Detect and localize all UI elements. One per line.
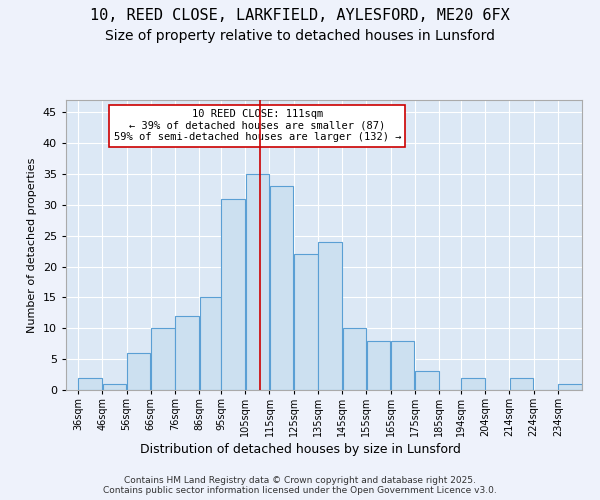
Bar (221, 198, 245, 390)
Bar (200, 298, 221, 390)
Text: 10, REED CLOSE, LARKFIELD, AYLESFORD, ME20 6FX: 10, REED CLOSE, LARKFIELD, AYLESFORD, ME… (90, 8, 510, 22)
Bar (367, 340, 390, 390)
Bar (127, 353, 151, 390)
Bar (461, 378, 485, 390)
Bar (245, 174, 269, 390)
Bar (415, 372, 439, 390)
Bar (103, 384, 126, 390)
Bar (509, 378, 533, 390)
Bar (319, 242, 342, 390)
Bar (391, 340, 415, 390)
Bar (270, 186, 293, 390)
Bar (79, 378, 102, 390)
Bar (294, 254, 317, 390)
Y-axis label: Number of detached properties: Number of detached properties (27, 158, 37, 332)
Text: 10 REED CLOSE: 111sqm
← 39% of detached houses are smaller (87)
59% of semi-deta: 10 REED CLOSE: 111sqm ← 39% of detached … (113, 110, 401, 142)
Bar (343, 328, 366, 390)
Bar (558, 384, 581, 390)
Text: Contains HM Land Registry data © Crown copyright and database right 2025.
Contai: Contains HM Land Registry data © Crown c… (103, 476, 497, 495)
Text: Distribution of detached houses by size in Lunsford: Distribution of detached houses by size … (140, 442, 460, 456)
Bar (151, 328, 175, 390)
Text: Size of property relative to detached houses in Lunsford: Size of property relative to detached ho… (105, 29, 495, 43)
Bar (175, 316, 199, 390)
